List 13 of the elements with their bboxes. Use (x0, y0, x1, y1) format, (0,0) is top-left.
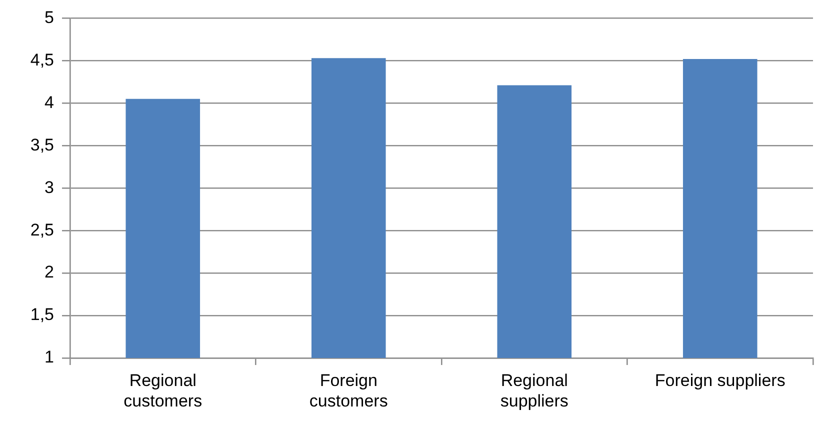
y-tick-label: 3 (44, 178, 54, 197)
y-tick-label: 4,5 (30, 50, 54, 70)
y-tick-label: 4 (44, 92, 54, 112)
y-tick-label: 2 (44, 262, 54, 282)
y-tick-label: 1 (44, 348, 54, 367)
y-tick-label: 2,5 (30, 220, 54, 240)
x-tick-label: Foreign suppliers (654, 370, 786, 390)
y-tick-label: 5 (44, 8, 54, 27)
y-tick-label: 3,5 (30, 135, 54, 154)
x-tick-label: Regional customers (124, 370, 202, 410)
y-tick-label: 1,5 (30, 305, 54, 324)
x-tick-label: Regional suppliers (500, 370, 568, 410)
x-tick-label: Foreign customers (309, 370, 388, 410)
